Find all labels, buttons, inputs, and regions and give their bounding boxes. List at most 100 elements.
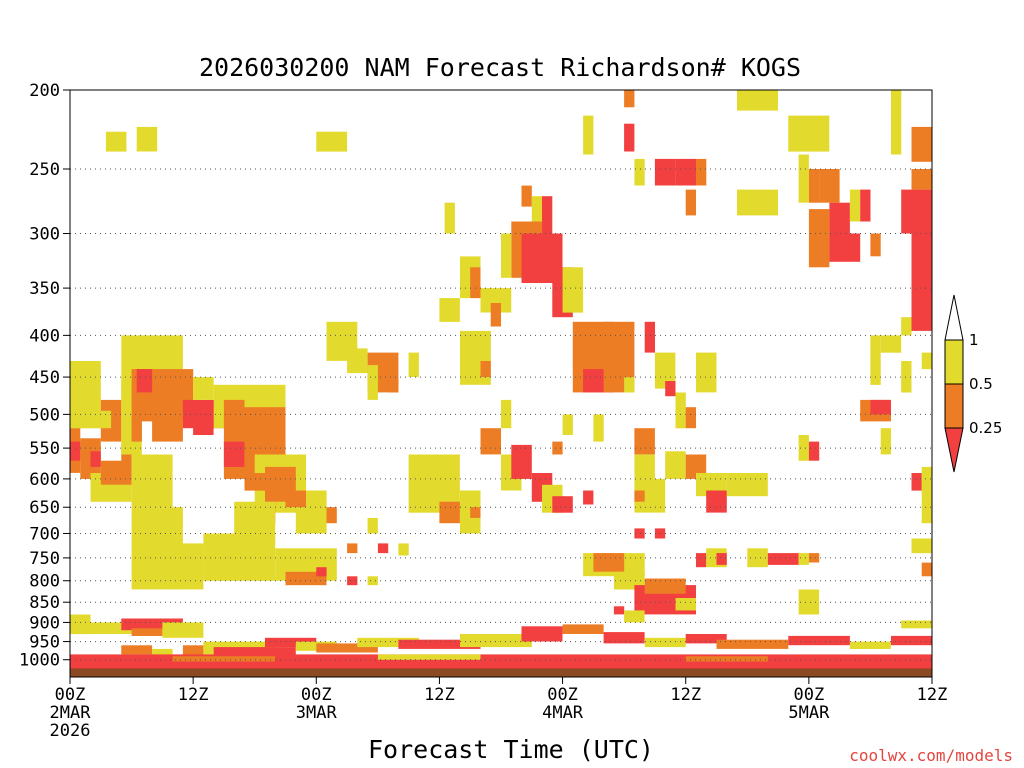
ri-cell-mid	[593, 553, 625, 572]
x-tick-label: 12Z	[424, 685, 455, 705]
y-tick-label: 700	[29, 524, 60, 544]
ri-cell-high	[583, 115, 594, 155]
ri-cell-high	[737, 189, 778, 216]
ri-cell-mid	[152, 414, 183, 442]
ri-cell-high	[531, 196, 543, 246]
ri-cell-low	[706, 490, 717, 513]
ri-cell-low	[136, 369, 153, 393]
ri-cell-mid	[870, 233, 881, 257]
ri-cell-high	[624, 610, 645, 623]
ri-cell-mid	[388, 377, 399, 393]
y-tick-label: 600	[29, 470, 60, 490]
ri-cell-high	[172, 543, 204, 590]
x-tick-label: 4MAR	[542, 703, 584, 723]
heatmap-cells	[70, 90, 932, 669]
ground-layer	[70, 668, 932, 677]
ri-cell-low	[193, 414, 214, 435]
ri-cell-high	[501, 233, 512, 278]
ri-cell-high	[921, 466, 932, 524]
ri-cell-high	[880, 335, 902, 353]
ri-cell-mid	[244, 473, 265, 491]
ri-cell-high	[105, 131, 127, 152]
x-tick-label: 2MAR	[50, 703, 92, 723]
ri-cell-high	[870, 335, 881, 385]
ri-cell-mid	[644, 578, 686, 594]
ri-cell-high	[880, 428, 891, 455]
ri-cell-low	[603, 632, 645, 644]
ri-cell-low	[347, 576, 358, 586]
colorbar-label: 0.5	[969, 375, 993, 393]
ri-cell-low	[860, 189, 871, 222]
ri-cell-high	[901, 361, 912, 393]
ri-cell-mid	[121, 645, 153, 655]
ri-cell-mid	[562, 624, 604, 634]
x-tick-label: 00Z	[793, 685, 824, 705]
ri-cell-low	[891, 635, 932, 646]
ri-cell-high	[921, 352, 932, 370]
ri-cell-low	[90, 451, 101, 467]
ri-cell-mid	[480, 361, 491, 378]
ri-cell-low	[398, 639, 481, 649]
y-tick-label: 650	[29, 498, 60, 518]
colorbar-swatch	[944, 339, 964, 385]
ri-cell-high	[613, 571, 645, 590]
ri-cell-low	[911, 473, 922, 491]
ri-cell-low	[521, 626, 563, 642]
ri-cell-high	[901, 620, 932, 629]
ri-cell-high	[891, 90, 902, 155]
ri-cell-high	[737, 90, 778, 111]
ri-cell-low	[870, 399, 891, 415]
ri-cell-high	[398, 543, 409, 556]
ri-cell-high	[849, 189, 861, 222]
ri-cell-mid	[521, 185, 532, 207]
ri-cell-high	[901, 317, 912, 336]
ri-cell-high	[654, 352, 676, 389]
y-tick-label: 1000	[19, 651, 60, 671]
ri-cell-high	[152, 648, 173, 658]
y-tick-label: 400	[29, 326, 60, 346]
ri-cell-high	[367, 576, 378, 586]
ri-cell-high	[798, 154, 809, 203]
ri-cell-high	[696, 473, 727, 497]
ri-cell-mid	[439, 501, 460, 524]
ri-cell-low	[552, 496, 573, 513]
x-tick-label: 00Z	[301, 685, 332, 705]
x-axis-title: Forecast Time (UTC)	[368, 735, 654, 764]
ri-cell-high	[70, 614, 91, 635]
ri-cell-mid	[316, 643, 378, 653]
ri-cell-low	[377, 543, 389, 554]
ri-cell-mid	[634, 428, 655, 455]
ri-cell-high	[624, 377, 635, 393]
ri-cell-mid	[808, 209, 830, 268]
ground-band	[70, 668, 932, 677]
ri-cell-mid	[285, 571, 327, 586]
ri-cell-high	[347, 348, 368, 374]
ri-cell-high	[911, 538, 932, 554]
ri-cell-high	[367, 365, 378, 400]
x-tick-label: 00Z	[55, 685, 86, 705]
ri-cell-high	[439, 298, 460, 322]
ri-cell-high	[70, 361, 101, 429]
x-tick-label: 2026	[50, 721, 91, 741]
ri-cell-high	[675, 392, 686, 429]
ri-cell-low	[829, 202, 850, 234]
ri-cell-low	[675, 158, 696, 186]
y-axis: 200 250 300 350 400 450 500 550 600 650 700 750 8008…	[19, 81, 70, 671]
ri-cell-low	[583, 490, 594, 505]
colorbar: 1 0.5 0.25	[944, 294, 1002, 473]
ri-cell-low	[70, 441, 81, 461]
ri-cell-low	[223, 441, 245, 467]
ri-cell-high	[501, 399, 512, 429]
ri-cell-mid	[921, 562, 932, 577]
ri-cell-mid	[634, 490, 645, 502]
ri-cell-mid	[131, 417, 142, 442]
ri-cell-high	[234, 501, 276, 544]
ri-cell-mid	[808, 553, 820, 563]
plot-frame	[69, 89, 933, 678]
y-tick-label: 950	[29, 633, 60, 653]
ri-cell-mid	[285, 490, 306, 508]
ri-cell-high	[747, 548, 768, 568]
x-tick-label: 5MAR	[788, 703, 830, 723]
